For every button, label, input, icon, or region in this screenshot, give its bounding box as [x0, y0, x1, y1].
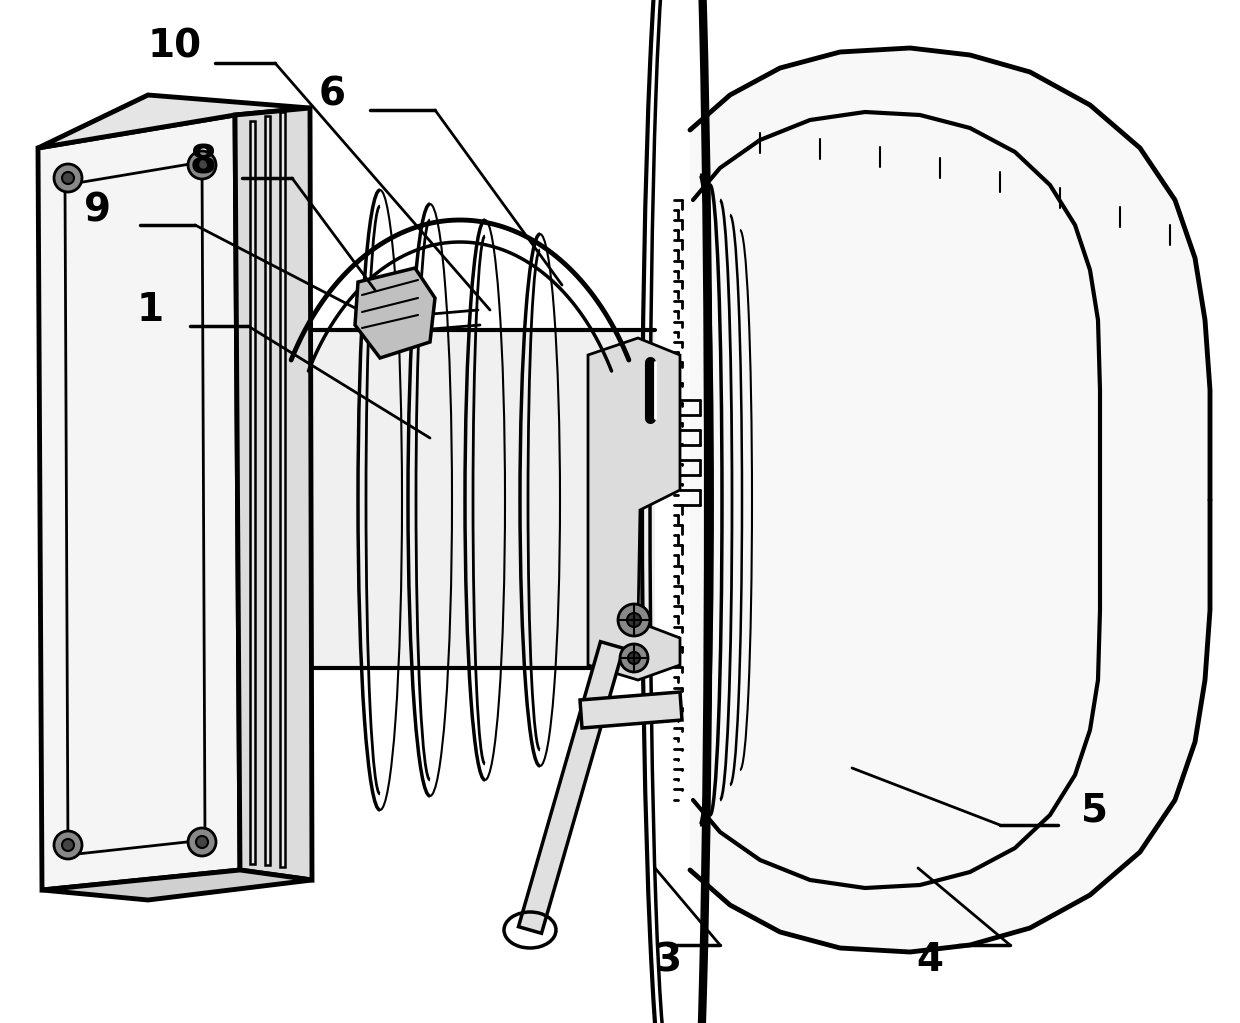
Polygon shape	[236, 108, 312, 880]
Circle shape	[618, 604, 650, 636]
Polygon shape	[265, 116, 270, 865]
Circle shape	[188, 828, 216, 856]
Text: 9: 9	[83, 191, 110, 229]
Text: 4: 4	[916, 941, 944, 979]
Polygon shape	[250, 121, 255, 863]
Circle shape	[620, 644, 649, 672]
Polygon shape	[580, 692, 682, 728]
Polygon shape	[518, 641, 624, 933]
Polygon shape	[355, 268, 435, 358]
Polygon shape	[588, 338, 680, 680]
Circle shape	[188, 151, 216, 179]
Polygon shape	[42, 870, 312, 900]
Text: 10: 10	[148, 28, 202, 66]
Circle shape	[627, 652, 640, 664]
Circle shape	[196, 836, 208, 848]
Text: 1: 1	[136, 291, 164, 329]
Circle shape	[62, 172, 74, 184]
Polygon shape	[64, 162, 205, 855]
Polygon shape	[38, 115, 241, 890]
Circle shape	[55, 164, 82, 192]
Polygon shape	[285, 330, 655, 668]
Text: 3: 3	[655, 941, 682, 979]
Polygon shape	[689, 48, 1210, 952]
Text: 6: 6	[319, 76, 346, 114]
Text: 5: 5	[1081, 791, 1109, 829]
Circle shape	[627, 613, 641, 627]
Polygon shape	[280, 112, 285, 866]
Text: 8: 8	[190, 143, 217, 181]
Circle shape	[55, 831, 82, 859]
Circle shape	[196, 159, 208, 171]
Circle shape	[62, 839, 74, 851]
Polygon shape	[38, 95, 310, 148]
